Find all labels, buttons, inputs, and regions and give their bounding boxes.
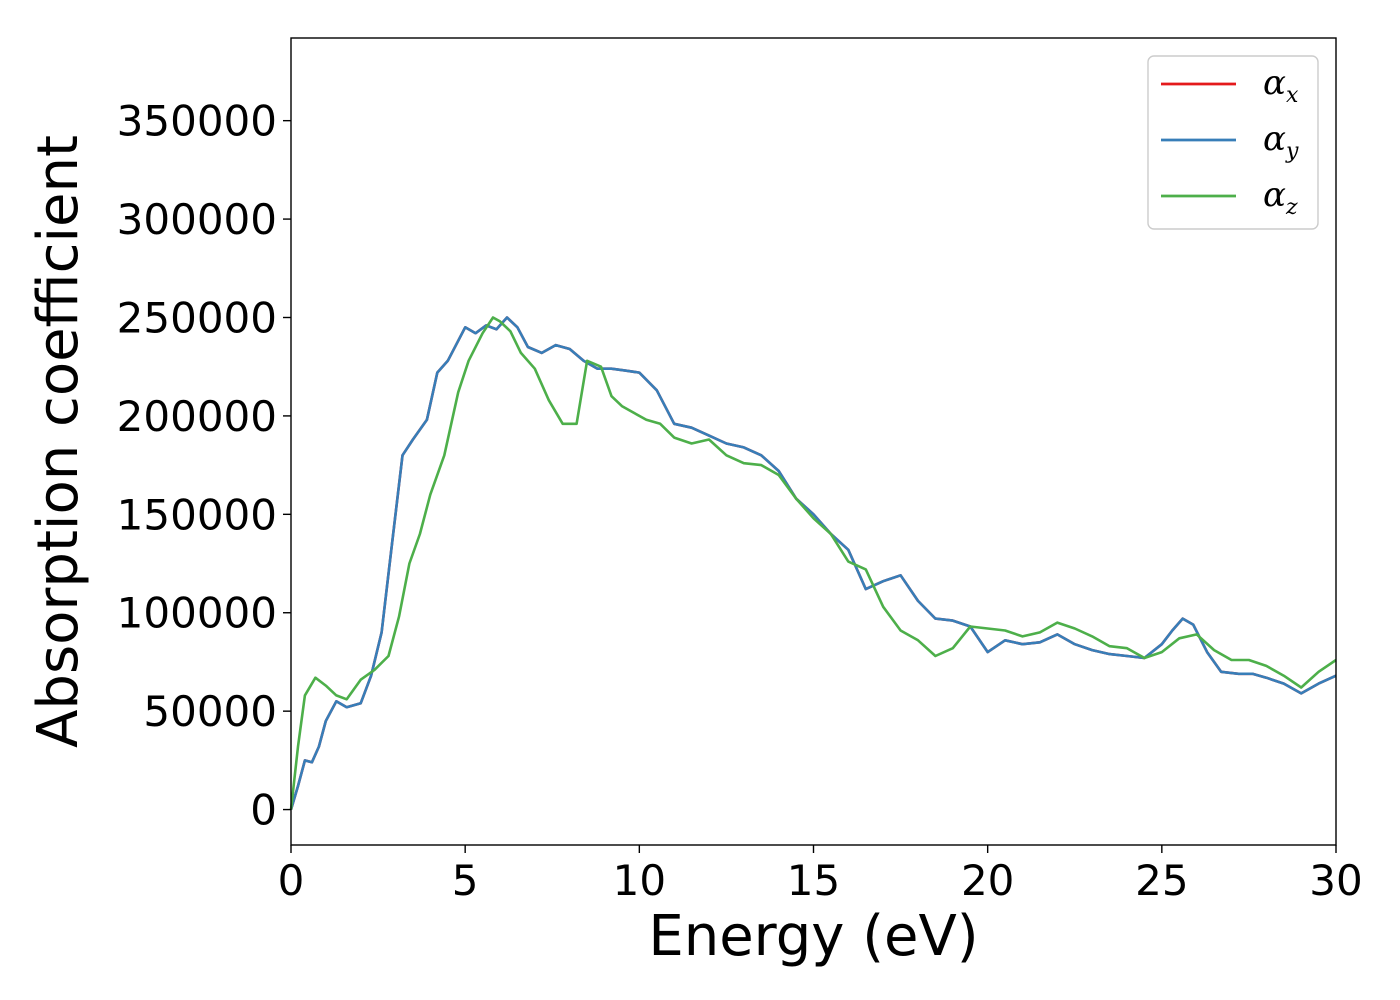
- series-line-2: [291, 318, 1336, 810]
- series-layer: [291, 318, 1336, 810]
- x-tick-label: 20: [961, 856, 1014, 905]
- y-tick-label: 150000: [117, 490, 277, 539]
- x-tick-label: 25: [1135, 856, 1188, 905]
- x-tick-label: 15: [787, 856, 840, 905]
- y-tick-label: 350000: [117, 97, 277, 146]
- x-tick-label: 0: [278, 856, 305, 905]
- y-tick-label: 300000: [117, 195, 277, 244]
- x-tick-label: 30: [1309, 856, 1362, 905]
- y-tick-label: 0: [250, 786, 277, 835]
- y-tick-label: 100000: [117, 589, 277, 638]
- y-tick-label: 200000: [117, 392, 277, 441]
- y-axis-title: Absorption coefficient: [26, 135, 91, 748]
- y-tick-label: 50000: [143, 687, 277, 736]
- x-tick-label: 10: [613, 856, 666, 905]
- y-tick-label: 250000: [117, 293, 277, 342]
- x-tick-label: 5: [452, 856, 479, 905]
- series-line-3: [291, 318, 1336, 810]
- x-axis-title: Energy (eV): [648, 904, 978, 969]
- series-line-1: [291, 318, 1336, 810]
